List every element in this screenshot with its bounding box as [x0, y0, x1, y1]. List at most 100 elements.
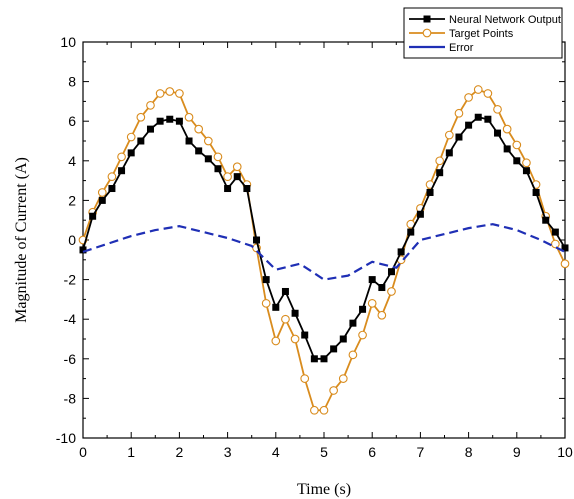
data-point [281, 287, 289, 295]
data-point [290, 334, 300, 344]
series-target-points [78, 85, 570, 415]
data-point [330, 345, 338, 353]
series-line [82, 223, 566, 281]
data-point [484, 115, 492, 123]
data-point [367, 299, 377, 308]
data-point [522, 158, 531, 168]
data-point [397, 248, 405, 256]
data-point [493, 104, 502, 114]
x-tick-label: 3 [224, 444, 232, 460]
data-point [194, 124, 204, 134]
y-tick-label: 10 [60, 34, 76, 50]
data-point [503, 145, 511, 153]
data-point [502, 124, 512, 134]
data-point [214, 165, 222, 173]
data-point [136, 112, 146, 122]
data-point [165, 87, 175, 96]
data-point [175, 117, 183, 125]
data-point [445, 149, 453, 157]
y-tick-label: 4 [68, 153, 76, 169]
data-point [281, 314, 290, 324]
x-tick-label: 4 [272, 444, 280, 460]
data-point [204, 155, 212, 163]
data-point [416, 210, 424, 218]
x-tick-label: 7 [417, 444, 425, 460]
data-point [233, 173, 241, 181]
data-point [310, 405, 319, 415]
y-tick-label: -4 [64, 311, 77, 327]
data-point [146, 125, 154, 133]
data-point [494, 129, 502, 137]
x-tick-label: 0 [79, 444, 87, 460]
data-point [195, 147, 203, 155]
data-point [483, 89, 493, 98]
series-error [82, 223, 566, 281]
x-tick-label: 6 [368, 444, 376, 460]
y-tick-label: -8 [64, 390, 77, 406]
data-point [522, 167, 530, 175]
series-line [82, 116, 566, 360]
data-point [166, 115, 174, 123]
data-point [348, 350, 358, 360]
data-point [301, 331, 309, 339]
data-point [107, 172, 117, 181]
data-point [320, 355, 328, 363]
data-point [444, 130, 454, 140]
legend-marker [422, 28, 432, 38]
x-tick-label: 1 [127, 444, 135, 460]
x-axis-title: Time (s) [297, 481, 351, 498]
data-point [146, 101, 155, 110]
data-point [126, 132, 136, 142]
x-tick-label: 9 [513, 444, 521, 460]
x-tick-label: 10 [557, 444, 573, 460]
data-point [407, 228, 415, 236]
data-point [378, 284, 386, 292]
data-point [513, 157, 521, 165]
legend: Neural Network Output Target Points Error [403, 7, 563, 59]
data-point [436, 169, 444, 177]
data-point [455, 133, 463, 141]
data-point [98, 196, 106, 204]
data-point [338, 374, 348, 383]
x-tick-label: 8 [465, 444, 473, 460]
data-point [155, 89, 165, 98]
data-point [551, 228, 559, 236]
y-tick-label: 0 [68, 232, 76, 248]
data-point [368, 276, 376, 284]
data-point [435, 156, 445, 166]
data-point [319, 405, 329, 415]
data-point [127, 149, 135, 157]
data-point [261, 299, 271, 308]
data-point [203, 136, 213, 146]
series-layer [78, 85, 570, 415]
legend-label: Error [449, 42, 474, 54]
data-point [223, 172, 232, 181]
data-point [561, 244, 569, 252]
data-point [243, 185, 251, 193]
y-tick-label: 8 [68, 74, 76, 90]
x-tick-label: 2 [176, 444, 184, 460]
data-point [551, 239, 560, 249]
axes: 0 1 2 3 4 5 6 7 8 9 10 -10 -8 -6 -4 -2 0 2 4 6 8 10 [56, 34, 573, 460]
legend-label: Neural Network Output [449, 14, 561, 26]
data-point [156, 117, 164, 125]
legend-label: Target Points [449, 28, 514, 40]
legend-marker [423, 15, 431, 23]
data-point [454, 108, 464, 118]
x-tick-label: 5 [320, 444, 328, 460]
y-tick-label: -10 [56, 430, 76, 446]
data-point [300, 374, 310, 383]
data-point [117, 152, 126, 162]
data-point [253, 236, 261, 244]
data-point [175, 89, 184, 98]
data-point [359, 305, 367, 313]
data-point [185, 137, 193, 145]
data-point [232, 162, 242, 172]
data-point [108, 185, 116, 193]
data-point [349, 319, 357, 327]
data-point [213, 152, 223, 162]
data-point [118, 167, 126, 175]
data-point [97, 188, 107, 197]
data-point [79, 246, 87, 254]
data-point [291, 309, 299, 317]
